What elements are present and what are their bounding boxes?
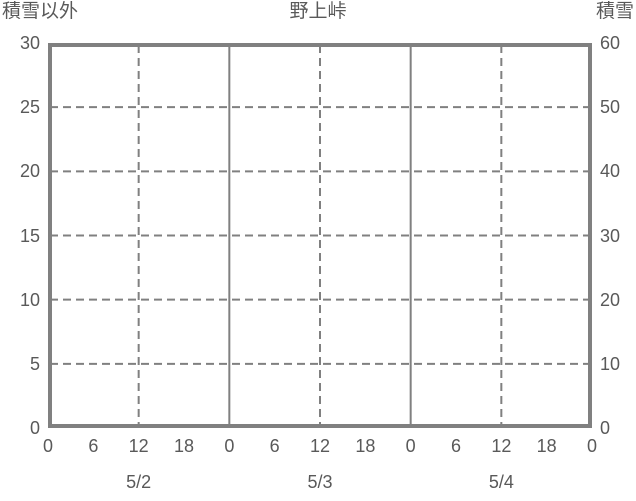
x-axis-day-label: 5/3 [307,472,333,492]
x-axis-hour-tick-label: 0 [405,436,416,456]
horizontal-gridlines [50,106,590,365]
x-axis-hour-tick-label: 18 [173,436,195,456]
vertical-dashed-gridlines [137,45,503,426]
y-axis-right-tick-label: 50 [600,97,621,118]
y-axis-right-tick-label: 10 [600,353,621,374]
left-axis-title: 積雪以外 [2,1,79,22]
y-axis-left-tick-label: 5 [29,353,40,374]
y-axis-left-tick-label: 15 [19,225,40,246]
x-axis-hour-tick-label: 12 [491,436,512,456]
y-axis-left-tick-label: 20 [19,161,40,182]
y-axis-right-tick-label: 60 [600,33,621,53]
x-axis-hour-tick-label: 18 [355,436,376,456]
day-separator-lines [228,45,412,426]
plot-grid-svg [48,43,592,428]
x-axis-hour-tick-label: 12 [309,436,331,456]
y-axis-right-tick-label: 30 [600,225,621,246]
y-axis-left-tick-label: 10 [19,289,40,310]
x-axis-hour-tick-label: 6 [269,436,280,456]
plot-area [48,43,592,428]
y-axis-left-tick-label: 25 [19,97,40,118]
y-axis-left-tick-label: 0 [29,418,40,438]
x-axis-hour-tick-label: 12 [128,436,149,456]
y-axis-left-tick-label: 30 [19,33,40,53]
x-axis-day-label: 5/4 [488,472,514,492]
x-axis-hour-tick-label: 6 [450,436,462,456]
x-axis-hour-tick-label: 0 [586,436,598,456]
plot-frame [48,43,592,428]
x-axis-hour-tick-label: 0 [42,436,54,456]
x-axis-day-label: 5/2 [126,472,152,492]
x-axis-hour-tick-label: 18 [536,436,557,456]
y-axis-right-tick-label: 20 [600,289,621,310]
y-axis-right-tick-label: 0 [600,418,611,438]
y-axis-right-tick-label: 40 [600,161,621,182]
chart-title: 野上峠 [289,1,347,22]
x-axis-hour-tick-label: 6 [88,436,99,456]
right-axis-title: 積雪 [595,1,634,22]
x-axis-hour-tick-label: 0 [224,436,235,456]
